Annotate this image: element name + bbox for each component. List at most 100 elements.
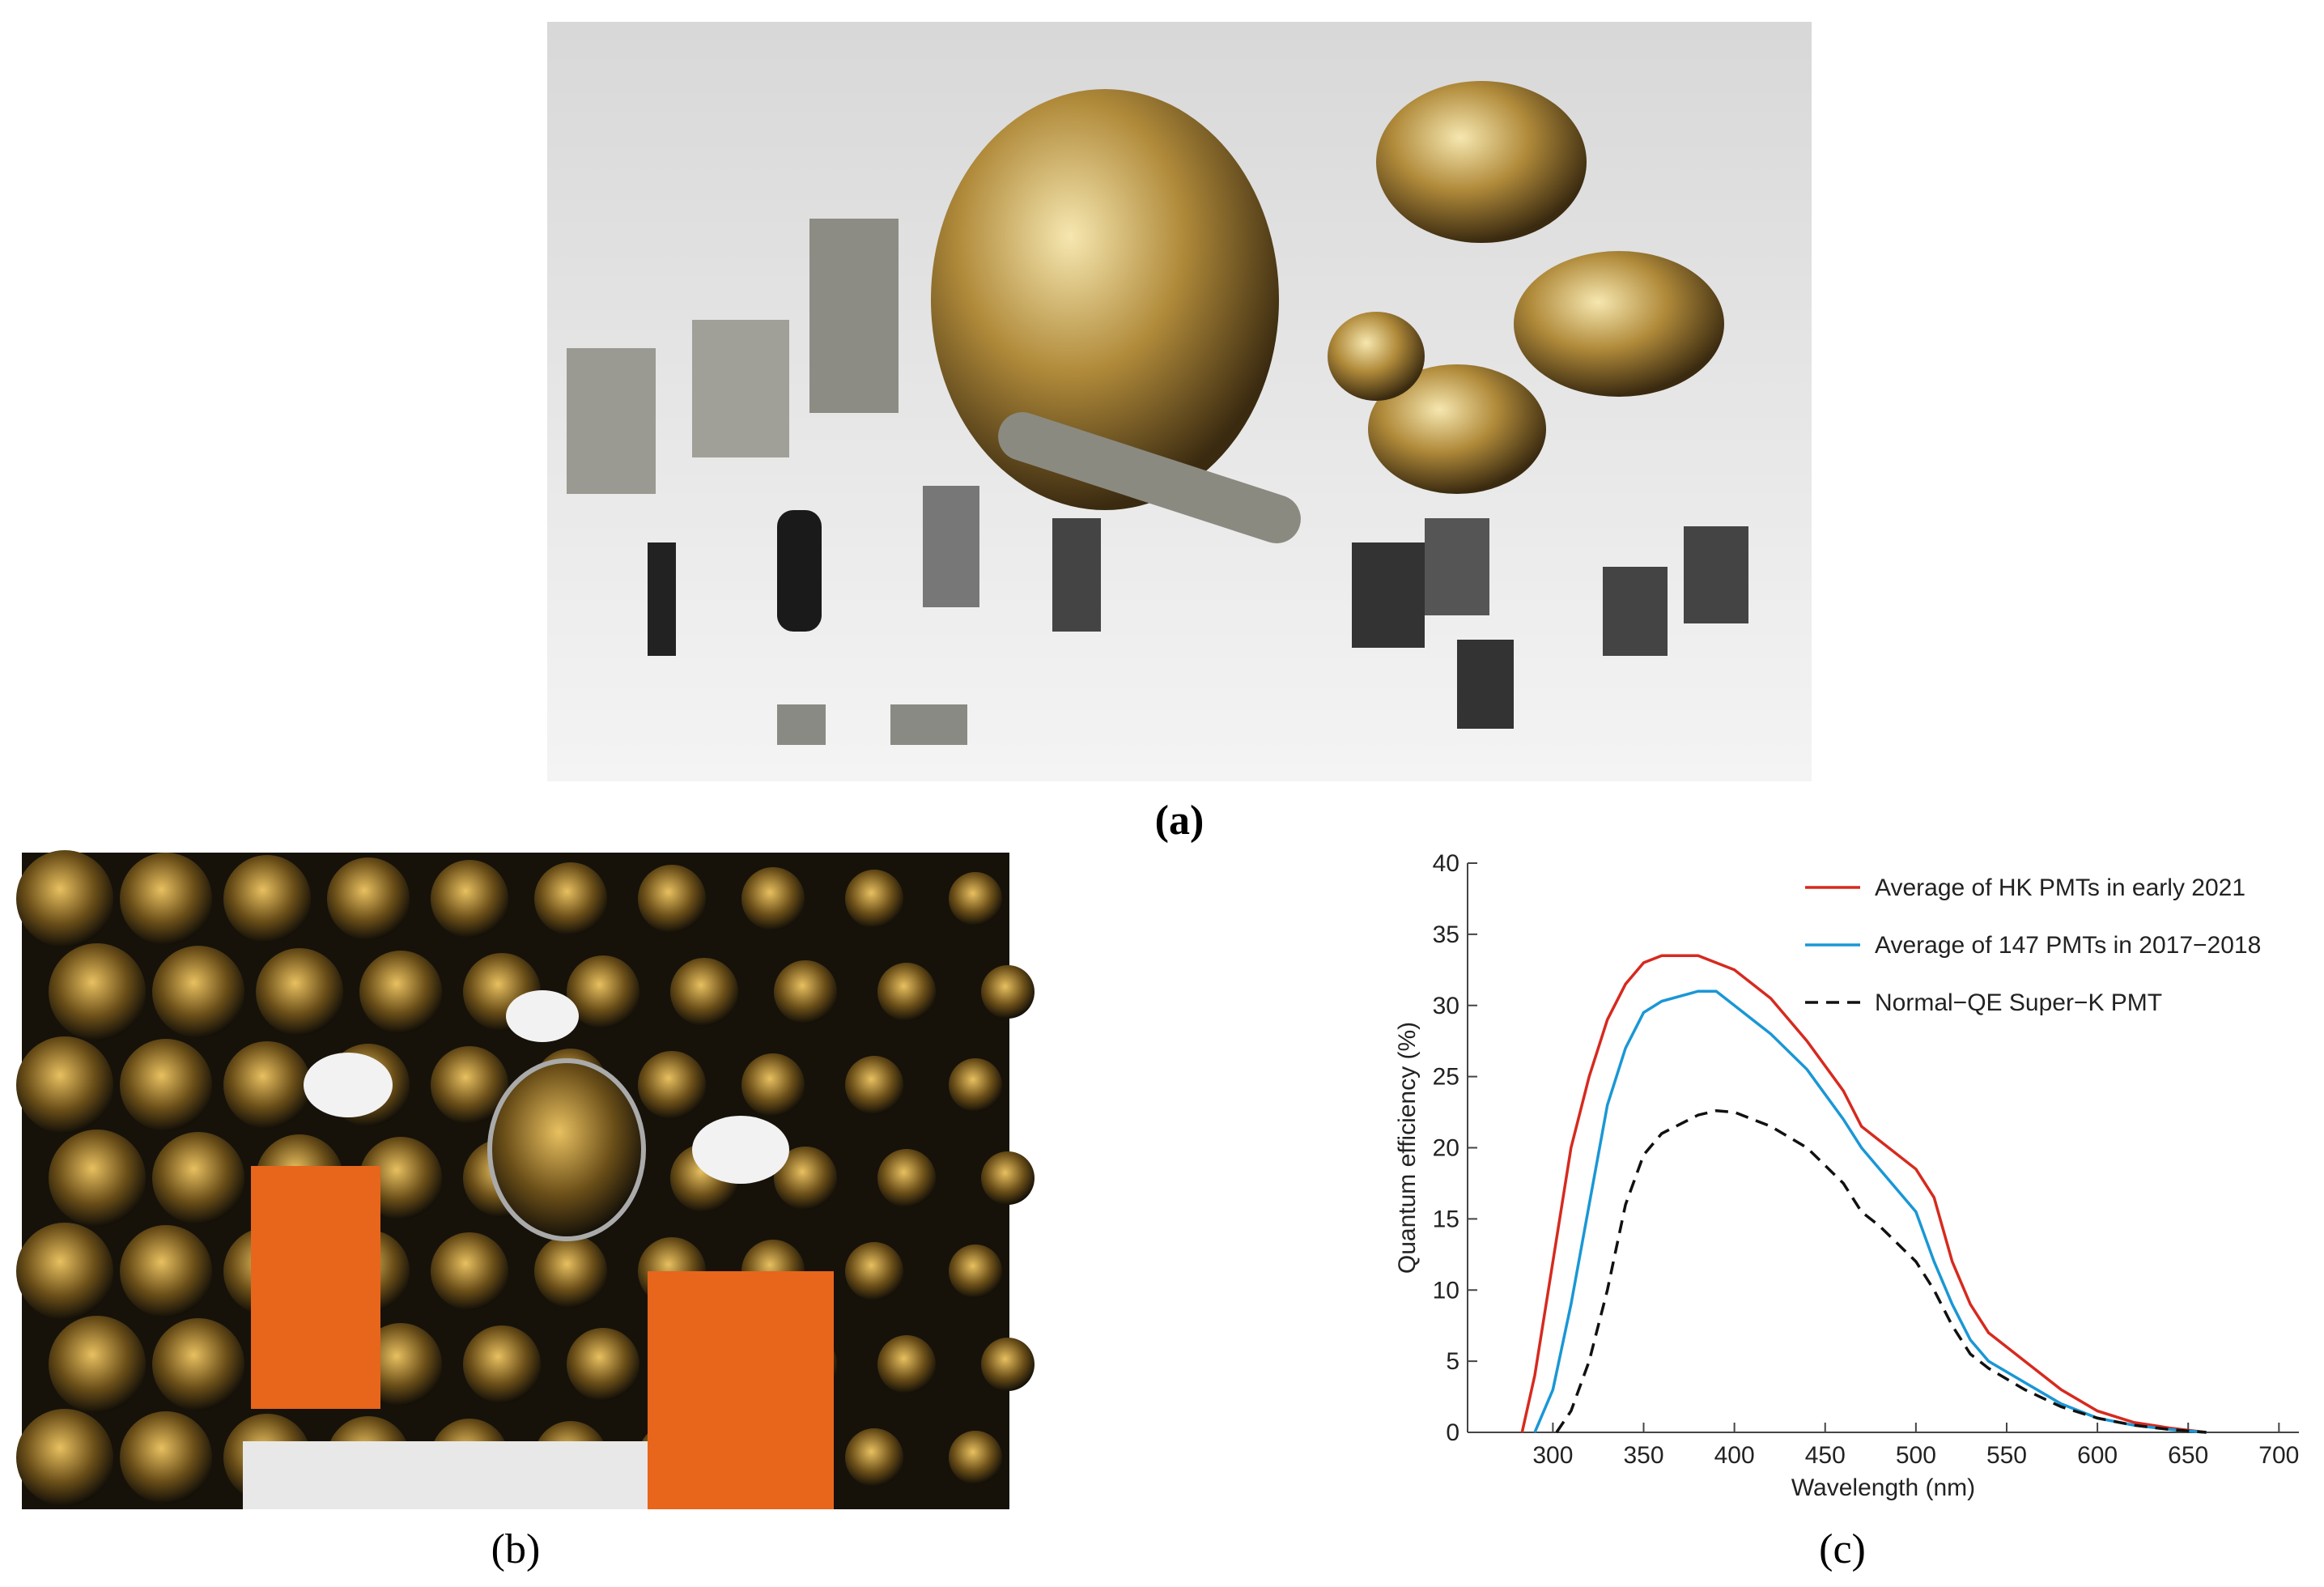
pmt-large (931, 89, 1279, 510)
x-tick-label: 550 (1986, 1442, 2027, 1469)
legend-label: Average of HK PMTs in early 2021 (1875, 874, 2245, 901)
y-tick-label: 5 (1446, 1348, 1459, 1375)
x-tick-label: 350 (1623, 1442, 1663, 1469)
pmt (327, 857, 410, 940)
pmt (534, 1235, 607, 1308)
pmt (809, 219, 899, 413)
helmet (304, 1053, 393, 1117)
pmt (16, 1036, 113, 1134)
pmt (949, 872, 1002, 925)
pmt (741, 1053, 805, 1117)
y-tick-label: 20 (1433, 1135, 1459, 1162)
caption-b: (b) (491, 1526, 541, 1572)
pmt (638, 1051, 706, 1119)
pmt (1328, 312, 1425, 401)
pmt (1052, 518, 1101, 632)
pmt (981, 1151, 1035, 1205)
pmt (741, 867, 805, 930)
x-tick-label: 700 (2258, 1442, 2299, 1469)
pmt (877, 1149, 936, 1207)
pmt (877, 963, 936, 1021)
y-axis-label: Quantum efficiency (%) (1394, 1022, 1421, 1274)
pmt (120, 853, 212, 945)
worker-vest (648, 1271, 834, 1509)
pmt (845, 870, 903, 928)
pmt (777, 510, 822, 632)
pmt (567, 1328, 639, 1401)
x-tick-label: 400 (1714, 1442, 1755, 1469)
y-tick-label: 0 (1446, 1419, 1459, 1446)
pmt (1352, 542, 1425, 648)
pmt (1425, 518, 1489, 615)
worker-vest (251, 1166, 380, 1409)
y-tick-label: 10 (1433, 1277, 1459, 1304)
chart: 0 5 10 15 20 25 30 35 40 300 350 400 450 500 550 600 650… (1394, 850, 2299, 1501)
helmet (692, 1116, 789, 1184)
pmt (431, 860, 508, 938)
pmt (49, 1130, 146, 1227)
helmet (506, 990, 579, 1042)
pmt (120, 1225, 212, 1317)
floor (243, 1441, 648, 1509)
photo-b (16, 850, 1035, 1509)
pmt (567, 348, 656, 494)
x-tick-label: 300 (1532, 1442, 1573, 1469)
pmt (16, 1409, 113, 1506)
series-line (1533, 989, 2207, 1434)
pmt (692, 320, 789, 457)
photo-a (547, 22, 1812, 781)
pmt (1514, 251, 1724, 397)
y-tick-label: 30 (1433, 993, 1459, 1019)
pmt (463, 1325, 541, 1403)
pmt (774, 1147, 837, 1210)
pmt (670, 958, 738, 1026)
pmt (1376, 81, 1587, 243)
pmt (949, 1244, 1002, 1298)
pmt (120, 1039, 212, 1131)
pmt (359, 951, 442, 1033)
pmt (1603, 567, 1668, 656)
pmt (981, 965, 1035, 1019)
pmt (534, 862, 607, 935)
pmt (774, 960, 837, 1023)
x-axis-label: Wavelength (nm) (1791, 1474, 1975, 1501)
pmt (845, 1428, 903, 1487)
pmt (16, 1223, 113, 1320)
y-tick-label: 35 (1433, 921, 1459, 948)
x-tick-label: 600 (2077, 1442, 2118, 1469)
pmt (949, 1058, 1002, 1112)
pmt (1684, 526, 1748, 623)
series-line (1520, 954, 2207, 1434)
pmt (890, 704, 967, 745)
caption-a: (a) (1155, 798, 1204, 844)
x-tick-label: 650 (2168, 1442, 2208, 1469)
pmt (487, 1058, 646, 1241)
series-line (1555, 1109, 2207, 1434)
legend-label: Average of 147 PMTs in 2017−2018 (1875, 932, 2261, 959)
pmt (1368, 364, 1546, 494)
pmt (120, 1411, 212, 1504)
pmt (49, 1316, 146, 1413)
pmt (223, 855, 311, 942)
pmt (845, 1242, 903, 1300)
y-tick-label: 15 (1433, 1206, 1459, 1232)
x-tick-label: 450 (1805, 1442, 1846, 1469)
pmt (923, 486, 979, 607)
y-tick-label: 40 (1433, 850, 1459, 877)
pmt (49, 943, 146, 1040)
pmt (1457, 640, 1514, 729)
pmt (431, 1232, 508, 1310)
pmt-tube (998, 412, 1301, 543)
pmt (431, 1046, 508, 1124)
pmt (777, 704, 826, 745)
x-tick-label: 500 (1896, 1442, 1936, 1469)
pmt (16, 850, 113, 947)
pmt (567, 955, 639, 1028)
pmt (223, 1041, 311, 1129)
pmt (845, 1056, 903, 1114)
legend-label: Normal−QE Super−K PMT (1875, 989, 2162, 1016)
pmt (981, 1338, 1035, 1391)
pmt (152, 946, 244, 1038)
